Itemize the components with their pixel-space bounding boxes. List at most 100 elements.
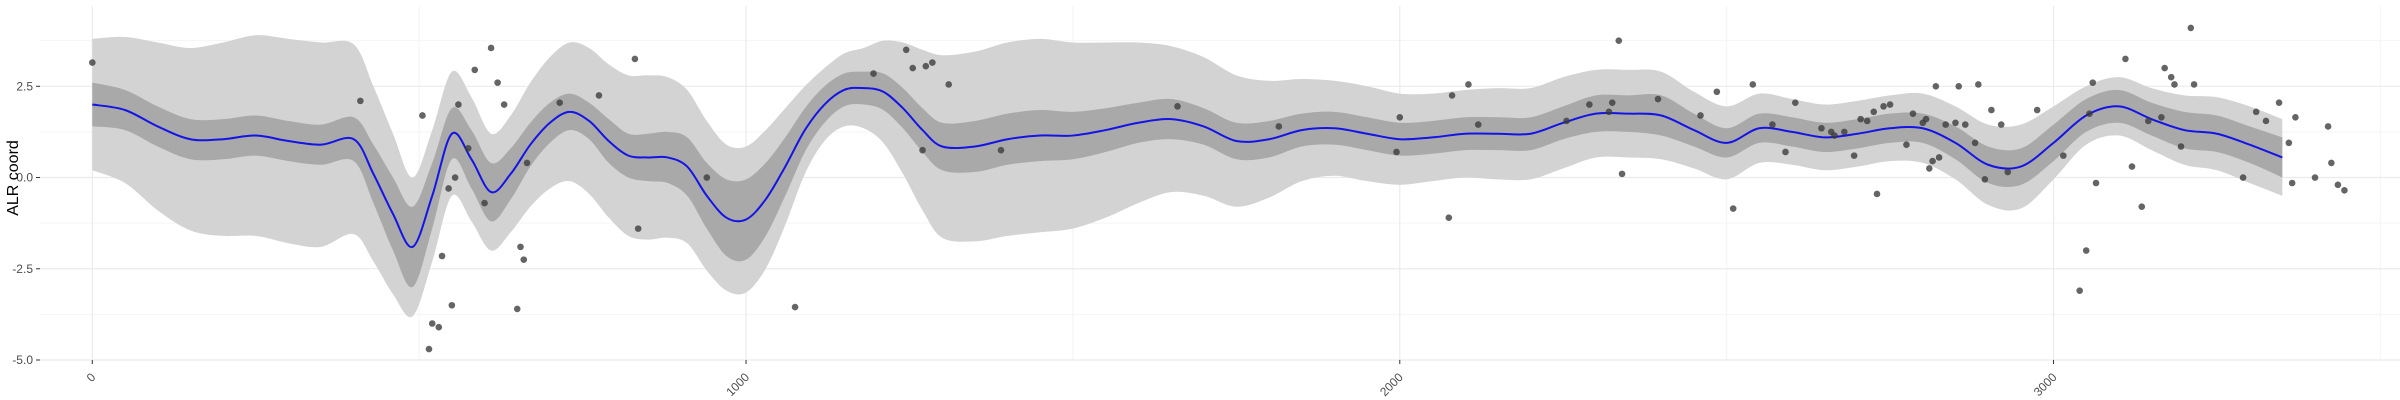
x-axis-ticks: 0 1000 2000 3000: [84, 360, 2060, 399]
data-point: [2187, 24, 2195, 32]
data-point: [1275, 123, 1283, 130]
data-point: [791, 303, 799, 311]
data-point: [1654, 95, 1662, 103]
data-point: [2033, 106, 2041, 114]
data-point: [945, 81, 952, 88]
data-point: [2076, 287, 2083, 294]
data-point: [1850, 152, 1858, 159]
data-point: [438, 252, 446, 260]
data-point: [1929, 157, 1936, 165]
data-point: [1981, 176, 1989, 183]
data-point: [523, 159, 531, 167]
data-point: [88, 59, 96, 66]
data-point: [2311, 174, 2319, 181]
y-tick-label: -5.0: [12, 353, 33, 367]
data-point: [1393, 148, 1400, 156]
data-point: [2239, 174, 2247, 181]
data-point: [2262, 117, 2270, 125]
data-point: [494, 79, 501, 86]
data-point: [902, 46, 910, 54]
data-point: [1448, 92, 1456, 99]
data-point: [520, 256, 528, 263]
data-point: [1952, 119, 1959, 127]
data-point: [428, 320, 436, 327]
data-point: [1831, 132, 1838, 139]
data-point: [2252, 108, 2260, 116]
data-point: [929, 59, 936, 66]
data-point: [1909, 110, 1917, 117]
data-point: [2334, 181, 2342, 189]
data-point: [425, 345, 433, 353]
data-point: [922, 62, 930, 70]
data-point: [1818, 124, 1825, 132]
data-point: [1988, 106, 1995, 114]
data-point: [455, 101, 462, 108]
x-tick-label: 1000: [723, 370, 752, 399]
confidence-bands: [92, 35, 2283, 318]
data-point: [1474, 121, 1482, 128]
data-point: [1174, 103, 1181, 110]
data-point: [2086, 110, 2093, 117]
data-point: [2285, 139, 2293, 147]
data-point: [919, 146, 926, 154]
x-tick-label: 0: [84, 370, 99, 385]
data-point: [2292, 114, 2299, 121]
data-point: [1857, 115, 1864, 123]
y-tick-label: 2.5: [16, 79, 33, 93]
data-point: [2161, 64, 2168, 72]
data-point: [1713, 88, 1721, 96]
data-point: [556, 99, 564, 107]
data-point: [1769, 121, 1776, 128]
data-point: [419, 112, 426, 119]
outer-confidence-band: [92, 35, 2283, 318]
data-point: [357, 97, 364, 105]
y-tick-label: 0.0: [16, 171, 33, 185]
data-point: [2288, 179, 2296, 187]
y-axis-title: ALR coord: [5, 140, 22, 216]
data-point: [1615, 37, 1623, 44]
data-point: [464, 145, 472, 152]
data-point: [1729, 205, 1737, 212]
data-point: [2145, 117, 2152, 125]
data-point: [631, 55, 639, 63]
data-point: [595, 92, 603, 99]
data-point: [1955, 82, 1963, 90]
data-point: [2128, 163, 2136, 170]
data-point: [1997, 121, 2005, 128]
data-point: [1870, 108, 1878, 116]
inner-confidence-band: [92, 71, 2283, 288]
data-point: [1863, 117, 1871, 125]
data-point: [1975, 81, 1982, 88]
data-point: [997, 146, 1005, 154]
data-point: [1903, 141, 1910, 148]
data-point: [703, 174, 711, 181]
data-point: [1563, 117, 1570, 125]
data-point: [2171, 81, 2178, 88]
data-point: [634, 225, 642, 232]
data-point: [448, 301, 456, 309]
data-point: [2158, 114, 2165, 121]
x-tick-label: 3000: [2031, 370, 2060, 399]
data-point: [2138, 203, 2146, 211]
data-point: [1782, 148, 1789, 156]
data-point: [1396, 114, 1404, 121]
data-point: [870, 70, 877, 77]
mean-line: [92, 86, 2283, 248]
data-point: [1445, 214, 1453, 221]
data-point: [1791, 99, 1799, 107]
data-point: [2167, 73, 2175, 81]
data-point: [500, 101, 508, 108]
data-point: [1608, 99, 1616, 107]
data-point: [1942, 121, 1949, 128]
data-point: [2060, 152, 2067, 159]
data-points: [88, 24, 2348, 353]
data-point: [2275, 99, 2283, 107]
data-point: [471, 66, 479, 74]
data-point: [1922, 115, 1930, 123]
data-point: [2341, 186, 2348, 194]
data-point: [1841, 128, 1848, 136]
data-point: [1873, 190, 1881, 198]
data-point: [481, 199, 488, 207]
data-point: [1971, 139, 1979, 147]
